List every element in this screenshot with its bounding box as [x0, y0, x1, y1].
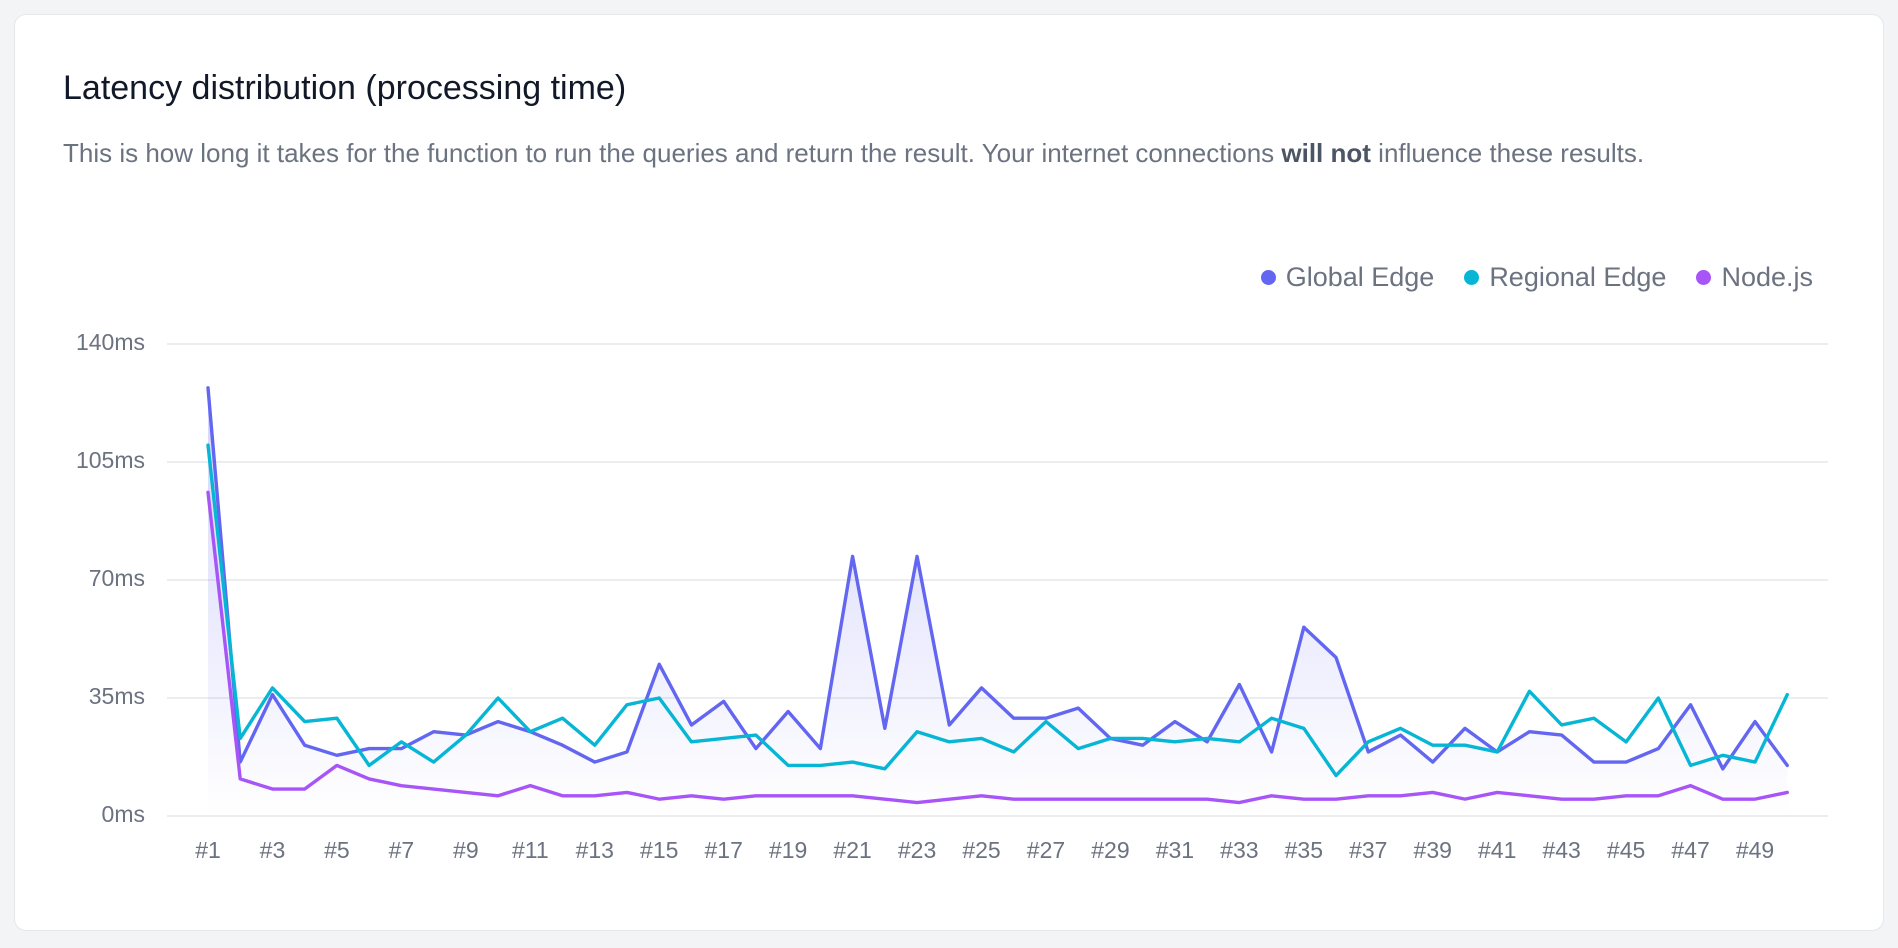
x-tick-label: #29 [1091, 837, 1129, 863]
x-tick-label: #23 [898, 837, 936, 863]
x-tick-label: #45 [1607, 837, 1645, 863]
x-tick-label: #49 [1736, 837, 1774, 863]
legend-label: Global Edge [1285, 262, 1435, 292]
description-text: influence these results. [1370, 138, 1645, 168]
legend-marker [1260, 270, 1276, 285]
x-tick-label: #21 [833, 837, 871, 863]
x-tick-label: #3 [260, 837, 286, 863]
legend-item[interactable]: Regional Edge [1464, 262, 1666, 293]
legend-item[interactable]: Node.js [1696, 262, 1813, 293]
description-emphasis: will not [1281, 138, 1371, 168]
area [208, 387, 1788, 816]
y-tick-label: 0ms [102, 801, 145, 827]
line [206, 490, 1789, 805]
line [206, 386, 1789, 771]
x-tick-label: #47 [1671, 837, 1709, 863]
x-tick-label: #17 [704, 837, 742, 863]
x-tick-label: #33 [1220, 837, 1258, 863]
legend: Global Edge Regional Edge Node.js [1260, 262, 1813, 293]
x-tick-label: #41 [1478, 837, 1516, 863]
chart-title: Latency distribution (processing time) [63, 69, 627, 107]
x-tick-label: #27 [1027, 837, 1065, 863]
legend-item[interactable]: Global Edge [1260, 262, 1435, 293]
legend-marker [1696, 270, 1712, 285]
x-tick-label: #43 [1542, 837, 1580, 863]
x-tick-label: #11 [512, 837, 549, 863]
x-tick-label: #13 [576, 837, 614, 863]
y-tick-label: 70ms [89, 565, 145, 591]
x-tick-label: #5 [324, 837, 350, 863]
x-tick-label: #1 [195, 837, 221, 863]
y-tick-label: 140ms [76, 329, 145, 355]
x-tick-label: #37 [1349, 837, 1387, 863]
x-tick-label: #15 [640, 837, 678, 863]
x-tick-label: #31 [1156, 837, 1194, 863]
x-tick-label: #35 [1285, 837, 1323, 863]
legend-label: Node.js [1721, 262, 1813, 292]
y-tick-label: 35ms [89, 683, 145, 709]
y-tick-label: 105ms [76, 447, 145, 473]
x-tick-label: #9 [453, 837, 479, 863]
x-tick-label: #19 [769, 837, 807, 863]
description: This is how long it takes for the functi… [63, 133, 1783, 173]
legend-label: Regional Edge [1489, 262, 1667, 292]
legend-marker [1464, 270, 1480, 285]
description-text: This is how long it takes for the functi… [63, 138, 1282, 168]
line [206, 443, 1789, 778]
x-tick-label: #7 [389, 837, 415, 863]
x-tick-label: #25 [962, 837, 1000, 863]
x-tick-label: #39 [1414, 837, 1452, 863]
